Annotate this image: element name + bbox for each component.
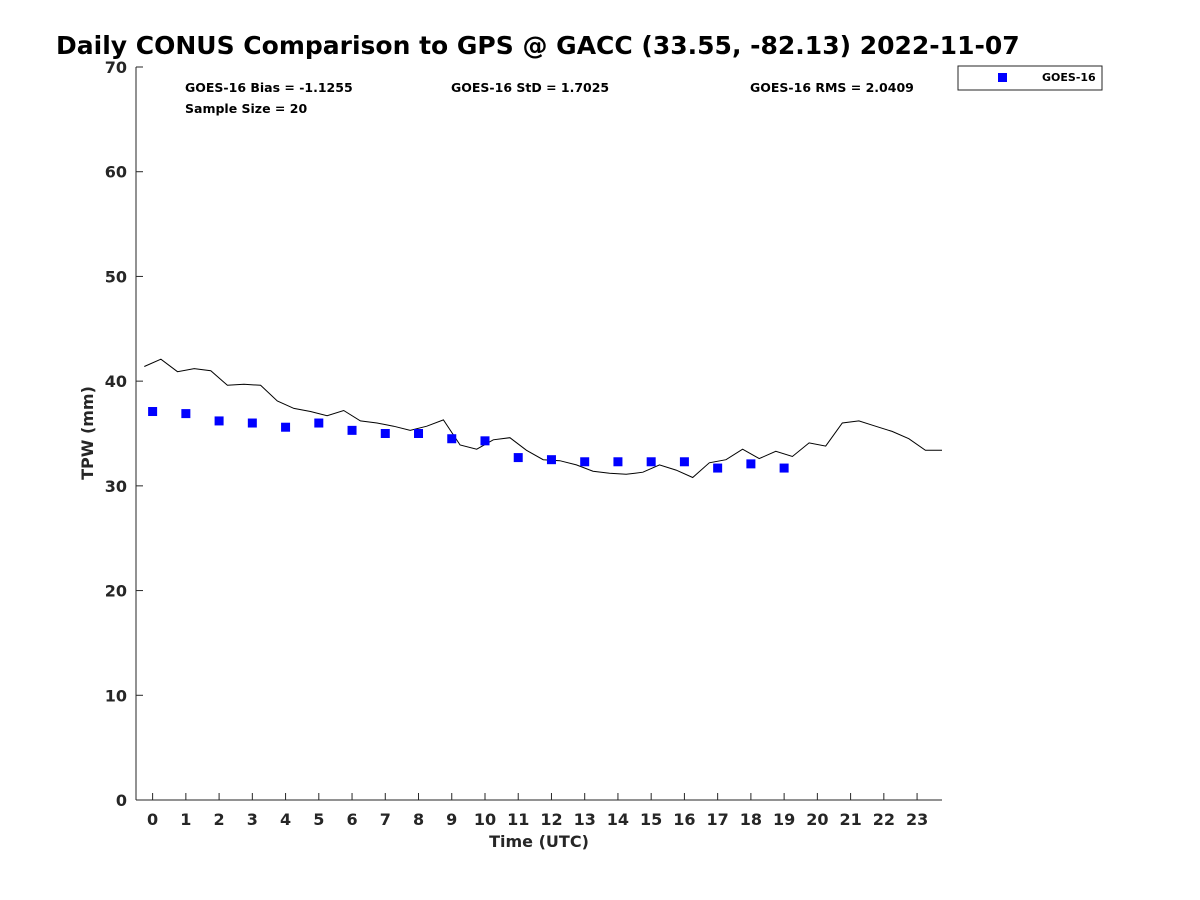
legend-label-goes16: GOES-16: [1042, 71, 1096, 84]
legend-marker-goes16: [998, 73, 1007, 82]
y-tick-label: 0: [116, 791, 127, 810]
x-tick-label: 13: [574, 810, 596, 829]
y-tick-label: 30: [105, 477, 127, 496]
x-tick-label: 19: [773, 810, 795, 829]
goes16-point: [281, 422, 291, 432]
goes16-point: [380, 429, 390, 438]
goes16-scatter-series: [148, 407, 789, 473]
goes16-point: [181, 409, 191, 419]
x-tick-label: 2: [214, 810, 225, 829]
y-tick-label: 60: [105, 163, 127, 182]
x-axis-label: Time (UTC): [489, 832, 589, 851]
y-tick-label: 40: [105, 372, 127, 391]
y-axis-label: TPW (mm): [78, 386, 97, 480]
x-tick-label: 21: [839, 810, 861, 829]
x-tick-label: 7: [380, 810, 391, 829]
gps-line: [144, 358, 942, 479]
x-tick-label: 12: [540, 810, 562, 829]
x-tick-label: 11: [507, 810, 529, 829]
sample-size-stat: Sample Size = 20: [185, 101, 307, 116]
goes16-point: [247, 418, 257, 428]
x-tick-label: 8: [413, 810, 424, 829]
x-tick-label: 4: [280, 810, 291, 829]
goes16-point: [580, 457, 590, 467]
plot-area: [136, 67, 942, 800]
x-ticks: 0 1 2 3 4 5 6 7 8 9 10 11 12 13 14 15 16 17 18 19 20 21 22 23: [147, 793, 928, 829]
x-tick-label: 20: [806, 810, 828, 829]
x-tick-label: 22: [873, 810, 895, 829]
goes16-point: [347, 425, 357, 435]
x-tick-label: 1: [180, 810, 191, 829]
bias-stat: GOES-16 Bias = -1.1255: [185, 80, 353, 95]
x-tick-label: 15: [640, 810, 662, 829]
y-tick-label: 50: [105, 267, 127, 286]
chart-title: Daily CONUS Comparison to GPS @ GACC (33…: [56, 31, 1020, 60]
x-tick-label: 23: [906, 810, 928, 829]
rms-stat: GOES-16 RMS = 2.0409: [750, 80, 914, 95]
goes16-point: [314, 418, 324, 428]
gps-line-series: [144, 358, 942, 479]
x-tick-label: 14: [607, 810, 629, 829]
x-tick-label: 16: [673, 810, 695, 829]
x-tick-label: 10: [474, 810, 496, 829]
legend: GOES-16: [957, 65, 1103, 91]
y-tick-label: 20: [105, 582, 127, 601]
goes16-point: [713, 463, 723, 473]
x-tick-label: 6: [346, 810, 357, 829]
y-ticks: 0 10 20 30 40 50 60 70: [105, 58, 143, 810]
y-tick-label: 70: [105, 58, 127, 77]
std-stat: GOES-16 StD = 1.7025: [451, 80, 609, 95]
x-tick-label: 5: [313, 810, 324, 829]
goes16-point: [546, 455, 556, 465]
goes16-point: [646, 457, 656, 467]
goes16-point: [414, 429, 424, 438]
y-tick-label: 10: [105, 686, 127, 705]
goes16-point: [613, 457, 623, 467]
x-tick-label: 9: [446, 810, 457, 829]
goes16-point: [746, 459, 756, 469]
x-tick-label: 3: [247, 810, 258, 829]
goes16-point: [779, 463, 789, 473]
goes16-point: [148, 407, 158, 417]
x-tick-label: 18: [740, 810, 762, 829]
x-tick-label: 17: [707, 810, 729, 829]
goes16-point: [447, 434, 457, 444]
goes16-point: [214, 416, 224, 426]
legend-box: [957, 65, 1103, 91]
goes16-point: [679, 457, 689, 467]
x-tick-label: 0: [147, 810, 158, 829]
goes16-point: [480, 436, 490, 446]
goes16-point: [513, 453, 523, 463]
